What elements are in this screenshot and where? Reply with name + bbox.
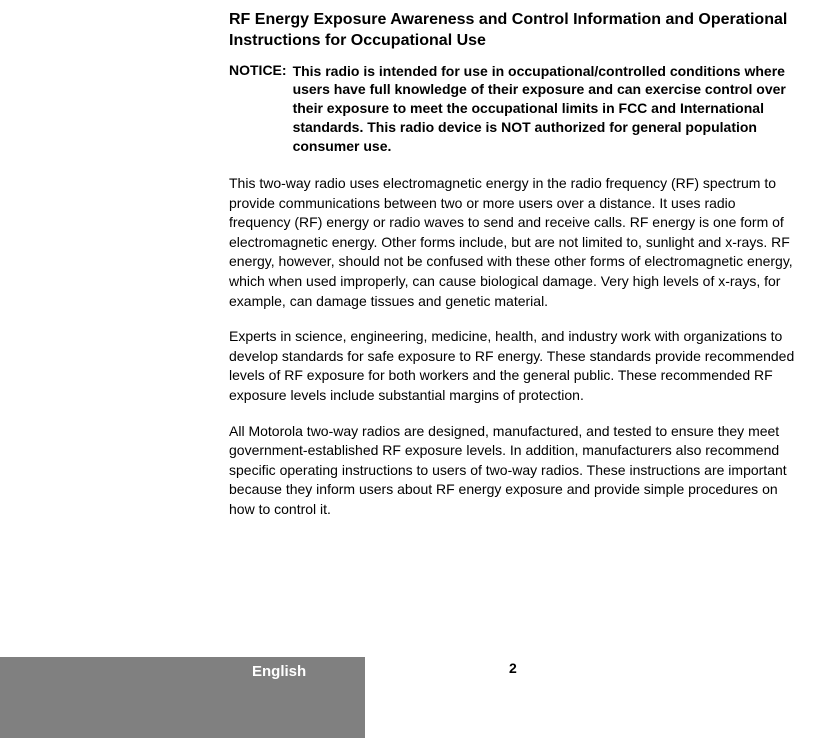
paragraph-1: This two-way radio uses electromagnetic … [229, 174, 799, 311]
document-heading: RF Energy Exposure Awareness and Control… [229, 10, 799, 52]
document-content: RF Energy Exposure Awareness and Control… [229, 10, 799, 536]
notice-label: NOTICE: [229, 62, 287, 156]
notice-block: NOTICE: This radio is intended for use i… [229, 62, 799, 156]
paragraph-2: Experts in science, engineering, medicin… [229, 327, 799, 405]
paragraph-3: All Motorola two-way radios are designed… [229, 422, 799, 520]
notice-text: This radio is intended for use in occupa… [293, 62, 799, 156]
footer-language-label: English [252, 663, 306, 680]
page-number: 2 [509, 660, 517, 676]
footer-bar [0, 657, 365, 738]
